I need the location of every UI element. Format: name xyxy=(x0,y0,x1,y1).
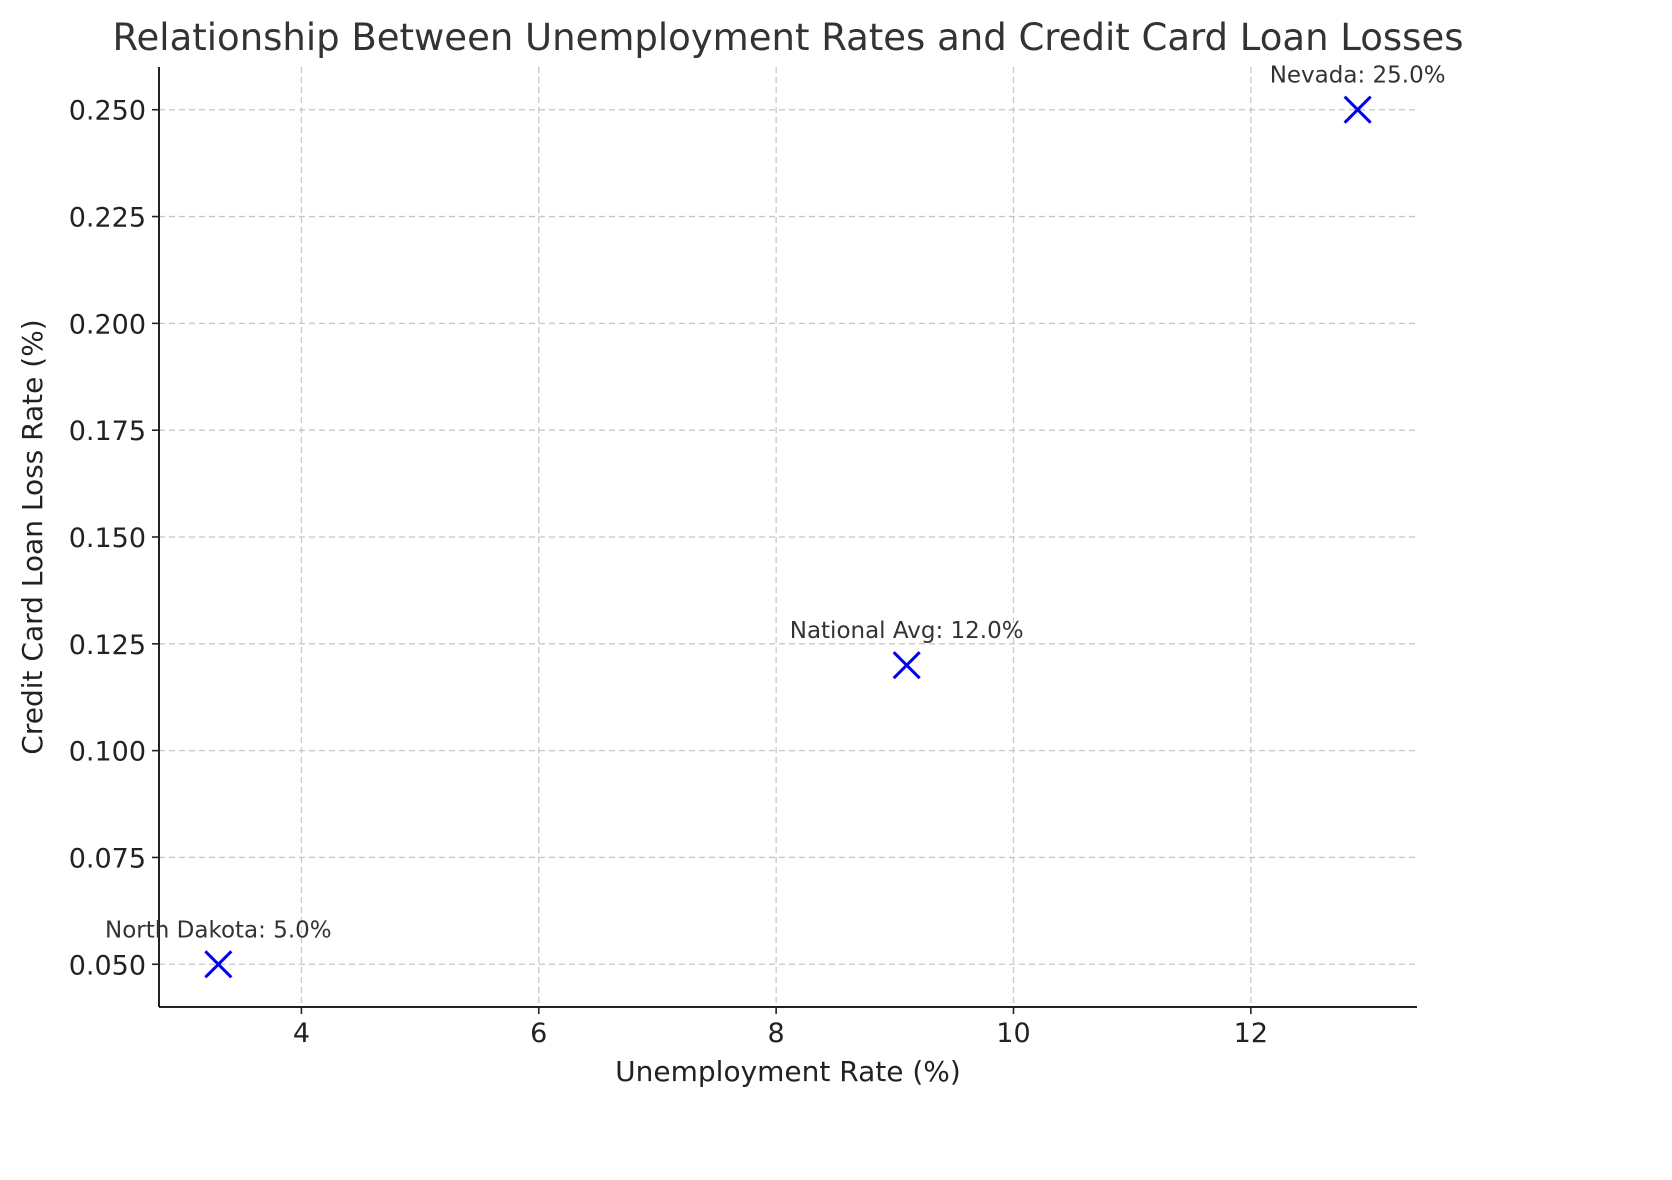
point-annotation: North Dakota: 5.0% xyxy=(105,917,332,943)
data-point-marker xyxy=(892,651,921,680)
x-tick-label: 12 xyxy=(1234,1018,1268,1049)
point-annotation: Nevada: 25.0% xyxy=(1270,63,1446,89)
y-tick-label: 0.250 xyxy=(69,96,146,127)
grid xyxy=(159,67,1417,1007)
x-tick-label: 8 xyxy=(768,1018,785,1049)
data-points xyxy=(204,95,1372,979)
x-tick-label: 4 xyxy=(293,1018,310,1049)
point-annotations: North Dakota: 5.0% National Avg: 12.0% Nev… xyxy=(105,63,1446,944)
y-axis-label: Credit Card Loan Loss Rate (%) xyxy=(16,319,49,754)
y-tick-label: 0.200 xyxy=(69,309,146,340)
chart-container: 4 6 8 10 12 0.050 0.075 0.100 0.125 0.150 0.175 0.2… xyxy=(16,16,1464,1088)
y-tick-label: 0.050 xyxy=(69,950,146,981)
y-tick-label: 0.100 xyxy=(69,737,146,768)
x-tick-label: 10 xyxy=(996,1018,1030,1049)
x-tick-label: 6 xyxy=(530,1018,547,1049)
ticks: 4 6 8 10 12 0.050 0.075 0.100 0.125 0.150 0.175 0.2… xyxy=(69,96,1268,1049)
data-point-marker xyxy=(204,950,233,979)
x-axis-label: Unemployment Rate (%) xyxy=(615,1055,961,1088)
point-annotation: National Avg: 12.0% xyxy=(790,618,1024,644)
y-tick-label: 0.125 xyxy=(69,630,146,661)
scatter-chart: 4 6 8 10 12 0.050 0.075 0.100 0.125 0.150 0.175 0.2… xyxy=(16,16,1464,1088)
chart-title: Relationship Between Unemployment Rates … xyxy=(113,16,1464,59)
y-tick-label: 0.075 xyxy=(69,843,146,874)
y-tick-label: 0.175 xyxy=(69,416,146,447)
axes xyxy=(158,67,1417,1008)
y-tick-label: 0.225 xyxy=(69,203,146,234)
data-point-marker xyxy=(1343,95,1372,124)
y-tick-label: 0.150 xyxy=(69,523,146,554)
